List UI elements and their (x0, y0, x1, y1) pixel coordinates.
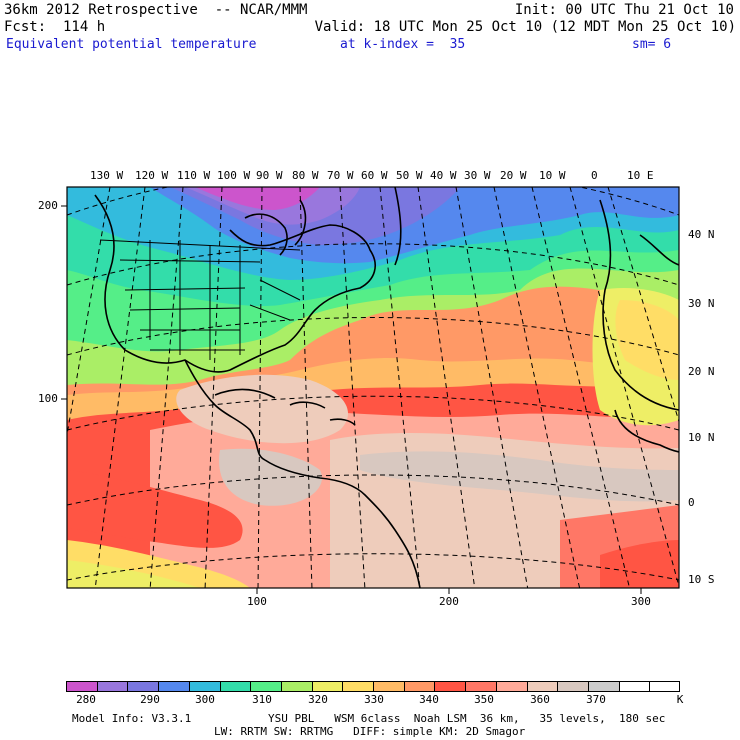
model-info: Model Info: V3.3.1 (72, 712, 192, 725)
colorbar-swatch (403, 681, 436, 692)
colorbar-label: 350 (474, 693, 494, 706)
model-title: 36km 2012 Retrospective -- NCAR/MMM (4, 2, 308, 18)
colorbar-swatch (250, 681, 282, 692)
colorbar-label: 280 (76, 693, 96, 706)
colorbar-swatch (526, 681, 559, 692)
colorbar-swatch (618, 681, 651, 692)
grid-label-y: 100 (38, 392, 58, 405)
lon-label: 130 W (90, 169, 124, 182)
lat-label: 30 N (688, 297, 715, 310)
colorbar-swatch (495, 681, 528, 692)
lon-label: 100 W (217, 169, 251, 182)
physics-info: YSU PBL WSM 6class Noah LSM 36 km, 35 le… (268, 712, 666, 725)
colorbar-label: 300 (195, 693, 215, 706)
lon-label: 40 W (430, 169, 457, 182)
colorbar-frame (66, 681, 680, 692)
theta-e-field (67, 187, 679, 588)
lon-label: 30 W (464, 169, 491, 182)
colorbar-label: 310 (252, 693, 272, 706)
grid-label-x: 300 (631, 595, 651, 608)
colorbar-label: 320 (308, 693, 328, 706)
lon-label: 50 W (396, 169, 423, 182)
smoothing-label: sm= 6 (632, 37, 672, 52)
colorbar-label: 360 (530, 693, 550, 706)
lon-label: 110 W (177, 169, 211, 182)
political-borders (99, 239, 301, 360)
lon-label: 20 W (500, 169, 527, 182)
colorbar-swatch (158, 681, 190, 692)
valid-time: Valid: 18 UTC Mon 25 Oct 10 (12 MDT Mon … (314, 19, 736, 35)
colorbar-swatch (434, 681, 467, 692)
colorbar-swatch (280, 681, 313, 692)
lon-label: 80 W (292, 169, 319, 182)
lon-label: 120 W (135, 169, 169, 182)
lon-label: 70 W (327, 169, 354, 182)
lon-label: 10 E (627, 169, 654, 182)
colorbar-swatch (587, 681, 620, 692)
colorbar-swatch (465, 681, 497, 692)
colorbar-swatch (649, 681, 681, 692)
colorbar-swatch (342, 681, 374, 692)
colorbar-swatch (557, 681, 589, 692)
colorbar-swatch (96, 681, 129, 692)
lat-label: 20 N (688, 365, 715, 378)
colorbar-label: 290 (140, 693, 160, 706)
lon-label: 90 W (256, 169, 283, 182)
colorbar-swatch (188, 681, 221, 692)
colorbar-unit: K (676, 693, 684, 706)
colorbar-label: 370 (586, 693, 606, 706)
graticule (67, 187, 679, 588)
lon-label: 0 (591, 169, 598, 182)
lat-label: 10 S (688, 573, 715, 586)
colorbar-swatch (311, 681, 344, 692)
physics-info-2: LW: RRTM SW: RRTMG DIFF: simple KM: 2D S… (214, 725, 526, 738)
lat-label: 40 N (688, 228, 715, 241)
grid-label-x: 200 (439, 595, 459, 608)
colorbar-swatch (373, 681, 405, 692)
lon-label: 10 W (539, 169, 566, 182)
colorbar-swatch (127, 681, 160, 692)
lon-label: 60 W (361, 169, 388, 182)
coastlines (94, 187, 679, 588)
colorbar-swatch (219, 681, 252, 692)
init-time: Init: 00 UTC Thu 21 Oct 10 (514, 2, 734, 18)
k-index-label: at k-index = 35 (340, 37, 466, 52)
lat-label: 10 N (688, 431, 715, 444)
lat-label: 0 (688, 496, 695, 509)
forecast-hour: Fcst: 114 h (4, 19, 106, 35)
grid-label-y: 200 (38, 199, 58, 212)
grid-label-x: 100 (247, 595, 267, 608)
map-frame (66, 186, 680, 589)
colorbar-label: 330 (364, 693, 384, 706)
colorbar-label: 340 (419, 693, 439, 706)
field-name: Equivalent potential temperature (6, 37, 257, 52)
